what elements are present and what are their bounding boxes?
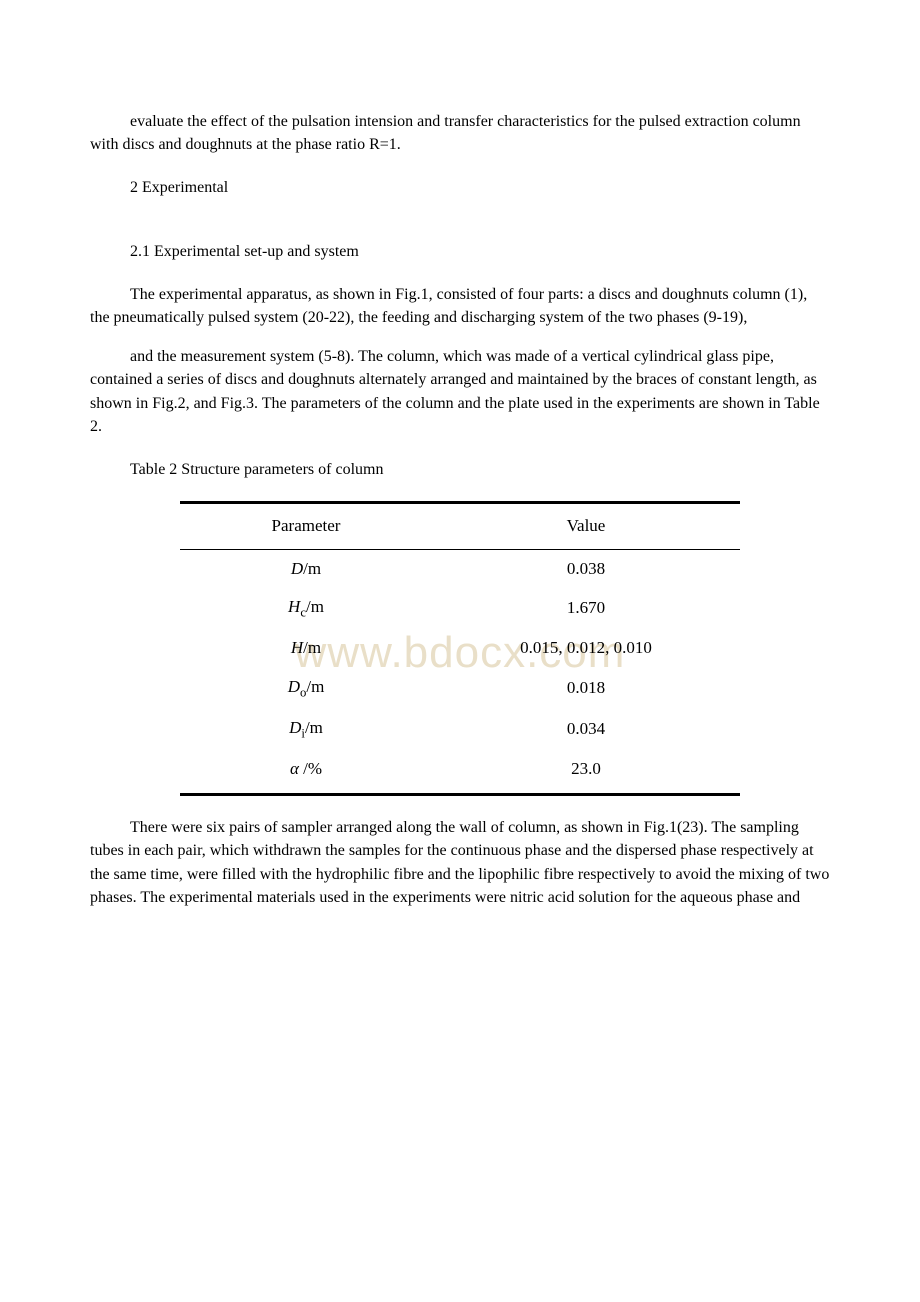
paragraph-sampler: There were six pairs of sampler arranged… bbox=[90, 816, 830, 909]
table-row: H/m 0.015, 0.012, 0.010 bbox=[180, 629, 740, 668]
heading-setup: 2.1 Experimental set-up and system bbox=[90, 240, 830, 263]
value-cell: 23.0 bbox=[432, 750, 740, 795]
table-row: D/m 0.038 bbox=[180, 549, 740, 588]
param-cell: Do/m bbox=[180, 668, 432, 709]
param-cell: H/m bbox=[180, 629, 432, 668]
structure-parameters-table: Parameter Value D/m 0.038 Hc/m 1.670 H/m… bbox=[180, 501, 740, 796]
heading-experimental: 2 Experimental bbox=[90, 176, 830, 199]
value-cell: 0.015, 0.012, 0.010 bbox=[432, 629, 740, 668]
table-row: Hc/m 1.670 bbox=[180, 588, 740, 629]
table-row: Do/m 0.018 bbox=[180, 668, 740, 709]
param-cell: Di/m bbox=[180, 709, 432, 750]
param-cell: α /% bbox=[180, 750, 432, 795]
table-header-row: Parameter Value bbox=[180, 503, 740, 550]
value-cell: 1.670 bbox=[432, 588, 740, 629]
header-value: Value bbox=[432, 503, 740, 550]
table-row: Di/m 0.034 bbox=[180, 709, 740, 750]
value-cell: 0.034 bbox=[432, 709, 740, 750]
value-cell: 0.018 bbox=[432, 668, 740, 709]
table-container: www.bdocx.com Parameter Value D/m 0.038 … bbox=[180, 501, 740, 796]
table-caption: Table 2 Structure parameters of column bbox=[90, 458, 830, 481]
paragraph-intro: evaluate the effect of the pulsation int… bbox=[90, 110, 830, 156]
table-row: α /% 23.0 bbox=[180, 750, 740, 795]
header-parameter: Parameter bbox=[180, 503, 432, 550]
param-cell: Hc/m bbox=[180, 588, 432, 629]
paragraph-apparatus-1: The experimental apparatus, as shown in … bbox=[90, 283, 830, 329]
param-cell: D/m bbox=[180, 549, 432, 588]
paragraph-apparatus-2: and the measurement system (5-8). The co… bbox=[90, 345, 830, 438]
value-cell: 0.038 bbox=[432, 549, 740, 588]
